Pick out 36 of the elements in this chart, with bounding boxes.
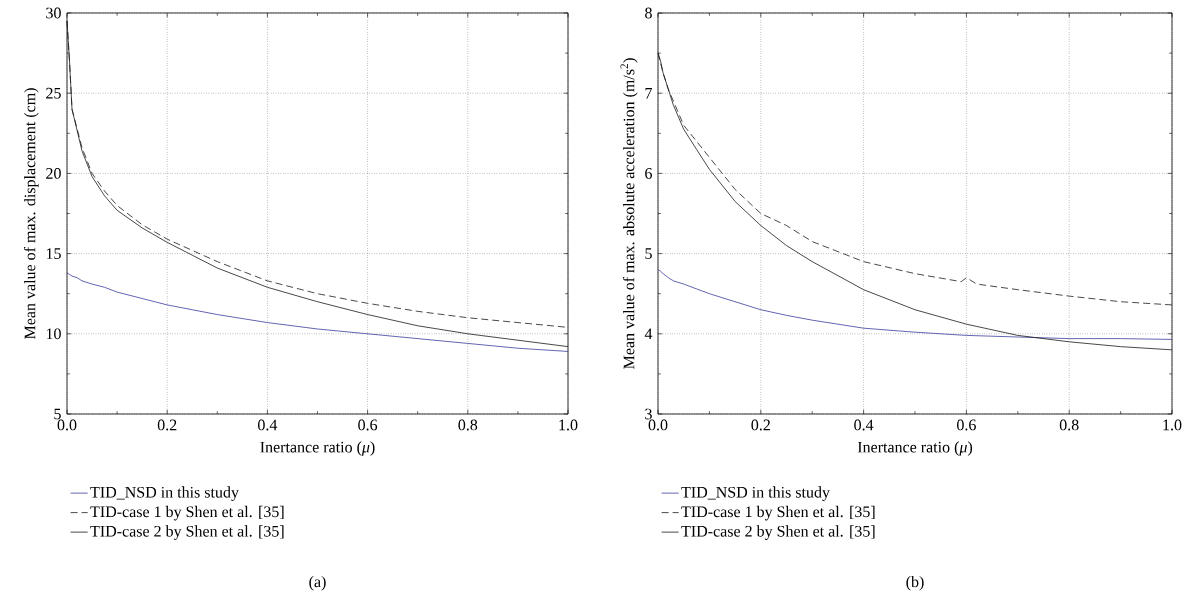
y-axis-title: Mean value of max. absolute acceleration (m/s$^{2}$) xyxy=(620,58,638,369)
x-tick-label: 1.0 xyxy=(559,419,578,431)
legend-label: TID-case 2 by Shen et al. [35] xyxy=(681,525,875,540)
y-tick-label: 30 xyxy=(46,7,61,19)
x-tick-label: 0.2 xyxy=(157,419,177,431)
x-tick-label: 0.0 xyxy=(648,419,668,431)
x-tick-label: 0.2 xyxy=(751,419,770,431)
y-tick-label: 4 xyxy=(644,328,653,340)
x-tick-label: 1.0 xyxy=(1163,419,1182,431)
y-tick-label: 10 xyxy=(46,328,61,340)
legend-label: TID_NSD in this study xyxy=(90,486,239,501)
text: (b) xyxy=(906,575,924,591)
y-tick-label: 5 xyxy=(54,408,61,420)
x-tick-label: 0.4 xyxy=(258,419,278,431)
text: (a) xyxy=(309,575,326,591)
x-tick-label: 0.8 xyxy=(1059,419,1079,431)
y-tick-label: 8 xyxy=(645,7,652,19)
x-tick-label: 0.4 xyxy=(854,419,874,431)
x-tick-label: 0.6 xyxy=(358,419,378,431)
y-tick-label: 15 xyxy=(46,248,61,259)
x-tick-label: 0.8 xyxy=(458,419,478,431)
x-tick-label: 0.6 xyxy=(957,419,976,431)
legend-label: TID-case 2 by Shen et al. [35] xyxy=(90,525,284,540)
y-tick-label: 5 xyxy=(645,248,652,259)
legend-label: TID-case 1 by Shen et al. [35] xyxy=(90,505,284,521)
y-tick-label: 7 xyxy=(645,87,653,99)
legend-label: TID_NSD in this study xyxy=(681,486,830,501)
x-axis-title: Inertance ratio (μ) xyxy=(857,441,973,456)
y-tick-label: 20 xyxy=(46,168,61,179)
y-tick-label: 3 xyxy=(645,408,652,420)
x-tick-label: 0.0 xyxy=(57,419,77,431)
x-axis-title: Inertance ratio (μ) xyxy=(260,441,375,456)
y-tick-label: 25 xyxy=(46,87,61,99)
y-tick-label: 6 xyxy=(645,168,652,179)
y-axis-title: Mean value of max. displacement (cm) xyxy=(23,88,39,339)
legend-label: TID-case 1 by Shen et al. [35] xyxy=(681,505,875,521)
